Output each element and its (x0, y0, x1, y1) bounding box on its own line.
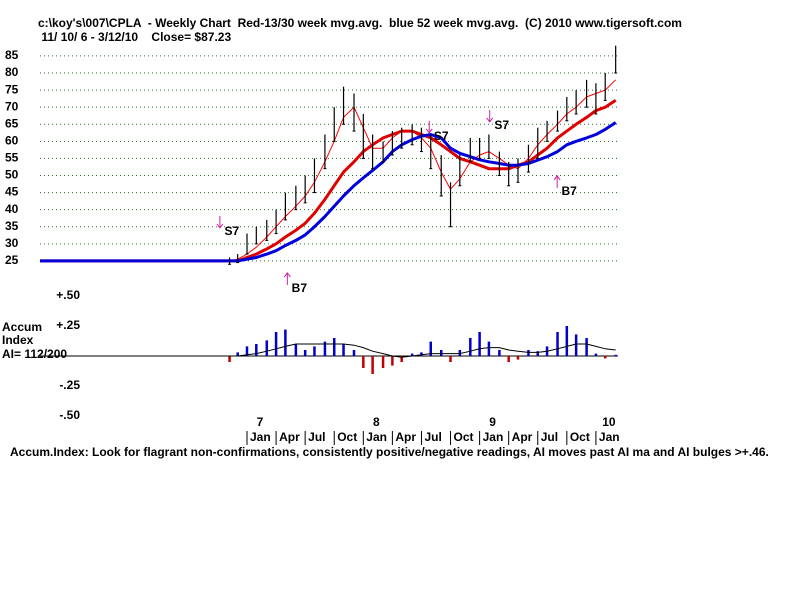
y-tick-label: 80 (5, 65, 19, 79)
signal-label: S7 (225, 224, 240, 238)
y-tick-label: 25 (5, 253, 19, 267)
x-tick-label: Jan (599, 430, 620, 444)
y-tick-label: 45 (5, 185, 19, 199)
y-tick-label: 50 (5, 168, 19, 182)
signal-label: S7 (434, 129, 449, 143)
signal-label: B7 (561, 184, 577, 198)
signal-arrowhead (283, 272, 291, 278)
x-tick-label: Apr (279, 430, 300, 444)
signal-arrowhead (486, 117, 494, 123)
signal-label: B7 (292, 281, 308, 295)
signal-label: S7 (494, 118, 509, 132)
y-tick-label: 70 (5, 99, 19, 113)
y-tick-label: +.25 (56, 318, 80, 332)
x-tick-label: Apr (395, 430, 416, 444)
signal-arrowhead (553, 175, 561, 181)
x-tick-label: 7 (257, 415, 264, 429)
x-tick-label: Jul (541, 430, 558, 444)
y-label: Accum (2, 320, 42, 334)
y-tick-label: 75 (5, 82, 19, 96)
x-tick-label: 9 (489, 415, 496, 429)
signal-arrowhead (216, 223, 224, 229)
y-tick-label: 40 (5, 202, 19, 216)
y-tick-label: -.50 (59, 408, 80, 422)
ai-annotation: AI= 112/200 (2, 347, 67, 361)
y-tick-label: 60 (5, 134, 19, 148)
x-tick-label: Oct (454, 430, 474, 444)
x-tick-label: Jan (366, 430, 387, 444)
x-tick-label: 10 (602, 415, 616, 429)
y-tick-label: +.50 (56, 288, 80, 302)
signal-arrowhead (425, 128, 433, 134)
y-label: Index (2, 333, 34, 347)
y-tick-label: 55 (5, 151, 19, 165)
x-tick-label: Jan (250, 430, 271, 444)
ai-ma-line (40, 343, 616, 358)
note: Accum.Index: Look for flagrant non-confi… (10, 445, 769, 459)
x-tick-label: Apr (512, 430, 533, 444)
y-tick-label: 30 (5, 236, 19, 250)
x-tick-label: Oct (337, 430, 357, 444)
x-tick-label: 8 (373, 415, 380, 429)
y-tick-label: 65 (5, 116, 19, 130)
chart-title: c:\koy's\007\CPLA - Weekly Chart Red-13/… (38, 16, 682, 30)
x-tick-label: Jul (424, 430, 441, 444)
y-tick-label: 35 (5, 219, 19, 233)
chart-subtitle: 11/ 10/ 6 - 3/12/10 Close= $87.23 (38, 30, 231, 44)
x-tick-label: Oct (570, 430, 590, 444)
x-tick-label: Jul (308, 430, 325, 444)
y-tick-label: -.25 (59, 378, 80, 392)
x-tick-label: Jan (483, 430, 504, 444)
y-tick-label: 85 (5, 48, 19, 62)
